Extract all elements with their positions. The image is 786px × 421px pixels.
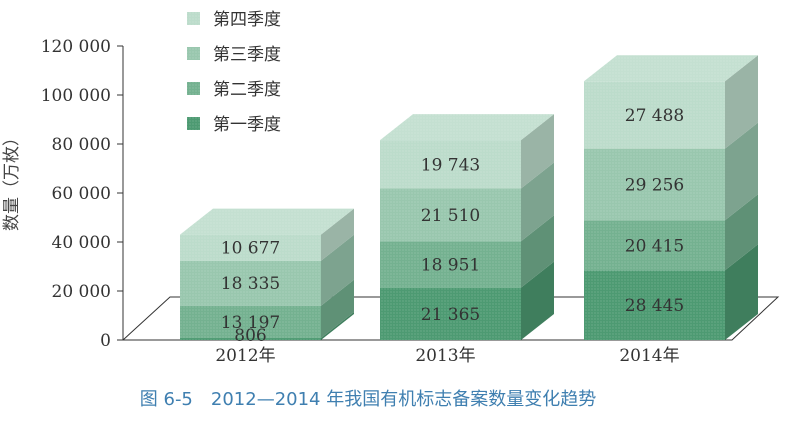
floor-plane [121,296,780,341]
bar-side [725,244,758,340]
bar-texture [180,305,321,339]
bar-texture [584,148,725,221]
bar-side [725,55,758,149]
legend-label: 第三季度 [213,45,281,65]
bar-texture [180,234,321,261]
y-tick-label: 80 000 [52,135,111,155]
bar-texture [380,140,521,189]
bar-side [521,261,554,340]
bar-top-texture [180,208,354,235]
data-label: 806 [234,326,266,346]
bars [180,55,758,340]
y-axis-label: 数量（万枚） [2,129,22,231]
bar-texture [380,188,521,242]
data-label: 10 677 [221,239,280,259]
legend-label: 第四季度 [213,10,281,30]
data-label: 27 488 [625,106,684,126]
bar-side [321,279,354,339]
bar-texture [180,260,321,306]
legend-label: 第二季度 [213,80,281,100]
y-tick-label: 100 000 [41,86,111,106]
data-label: 13 197 [221,313,280,333]
bar-texture [584,270,725,340]
bar-top-texture [380,114,554,141]
bar-texture [380,287,521,340]
bar-side [725,122,758,221]
bar-side [321,208,354,261]
data-label: 20 415 [625,236,684,256]
x-tick-label: 2012年 [215,346,275,366]
bar-texture [584,220,725,271]
bar-side [321,312,354,340]
bar-side [521,215,554,288]
data-label: 18 951 [421,255,480,275]
data-label: 21 510 [421,206,480,226]
figure-caption: 图 6-5 2012—2014 年我国有机标志备案数量变化趋势 [140,389,596,410]
bar-stack [180,208,354,340]
y-axis: 0 20 000 40 000 60 000 80 000 100 000 120 000 [41,37,124,351]
data-label: 19 743 [421,155,480,175]
legend-swatch-texture [187,117,200,130]
y-tick-label: 0 [100,331,111,351]
data-label: 18 335 [221,274,280,294]
data-label: 21 365 [421,305,480,325]
bar-stack [380,114,554,340]
legend-swatch-texture [187,47,200,60]
data-label: 28 445 [625,296,684,316]
y-tick-label: 40 000 [52,233,111,253]
legend-label: 第一季度 [213,115,281,135]
data-label: 29 256 [625,175,684,195]
bar-texture [180,338,321,340]
y-tick-label: 60 000 [52,184,111,204]
x-tick-label: 2014年 [619,346,679,366]
legend-swatch-texture [187,82,200,95]
x-tick-label: 2013年 [415,346,475,366]
y-tick-label: 20 000 [52,282,111,302]
bar-side [521,162,554,242]
y-tick-label: 120 000 [41,37,111,57]
bar-texture [584,81,725,149]
floor [121,296,780,341]
bar-side [521,114,554,189]
bar-texture [380,241,521,288]
bar-stack [584,55,758,340]
bar-side [725,194,758,271]
bar-top-texture [584,55,758,82]
x-axis-ticks: 2012年 2013年 2014年 [215,346,679,366]
legend-swatch-texture [187,12,200,25]
bar-side [321,234,354,306]
